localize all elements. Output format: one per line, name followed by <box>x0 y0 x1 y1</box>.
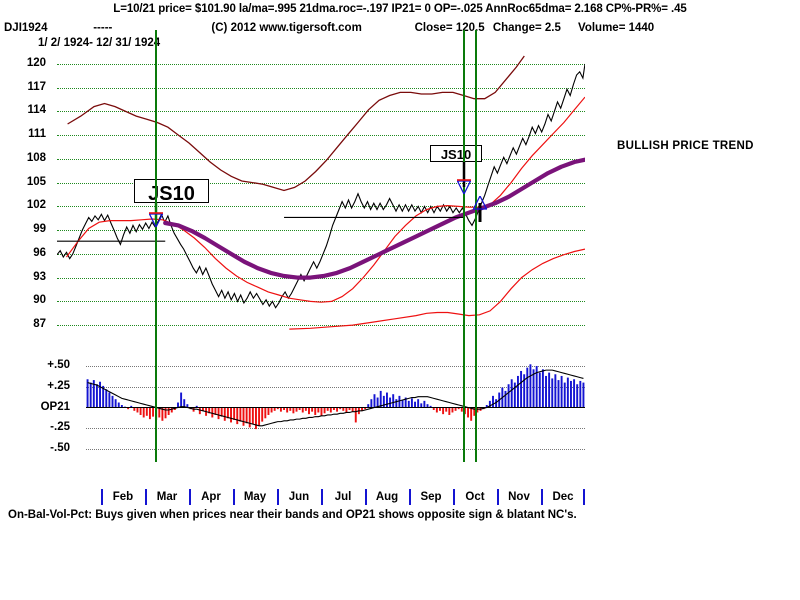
price-gridline <box>57 325 585 327</box>
price-y-tick-87: 87 <box>33 318 46 331</box>
month-label-nov: Nov <box>508 491 530 503</box>
price-gridline <box>57 230 585 232</box>
op21-gridline <box>86 365 585 367</box>
series-price <box>57 63 585 309</box>
chart-meta-line: DJI1924 ----- (C) 2012 www.tigersoft.com… <box>4 22 654 34</box>
price-gridline <box>57 206 585 208</box>
month-label-jun: Jun <box>288 491 310 503</box>
indicator-readout-line: L=10/21 price= $101.90 la/ma=.995 21dma.… <box>113 3 687 15</box>
price-y-tick-90: 90 <box>33 294 46 307</box>
op21-gridline <box>86 428 585 430</box>
price-gridline <box>57 87 585 89</box>
price-gridline <box>57 182 585 184</box>
price-y-tick-117: 117 <box>27 80 46 93</box>
op21-gridline <box>86 449 585 451</box>
symbol-label: DJI1924 <box>4 22 48 34</box>
op21-y-tick-3: -.25 <box>50 421 70 434</box>
signal-vertical-line-3 <box>474 30 477 462</box>
price-chart-panel <box>57 52 585 337</box>
series-moving_average_21 <box>163 157 585 280</box>
month-tick <box>233 489 235 505</box>
op21-plot <box>86 364 585 430</box>
buy-arrow-up-icon <box>472 196 487 222</box>
sell-arrow-down-icon <box>456 162 471 194</box>
price-gridline <box>57 158 585 160</box>
price-gridline <box>57 135 585 137</box>
op21-y-tick-0: +.50 <box>47 358 70 371</box>
date-range-label: 1/ 2/ 1924- 12/ 31/ 1924 <box>38 37 161 49</box>
change-value: Change= 2.5 <box>492 22 561 34</box>
price-y-tick-102: 102 <box>26 199 46 212</box>
signal-vertical-line-2 <box>462 30 465 462</box>
bullish-price-trend-label: BULLISH PRICE TREND <box>617 140 754 152</box>
month-label-aug: Aug <box>375 491 399 503</box>
js10-signal-box-1[interactable]: JS10 <box>134 179 209 204</box>
price-y-tick-105: 105 <box>26 175 46 188</box>
price-y-tick-96: 96 <box>33 246 46 259</box>
month-label-jul: Jul <box>334 491 352 503</box>
sell-arrow-down-icon <box>149 203 164 227</box>
price-y-tick-114: 114 <box>27 104 46 117</box>
month-label-apr: Apr <box>201 491 221 503</box>
op21-y-tick-4: -.50 <box>50 442 70 455</box>
month-tick <box>583 489 585 505</box>
month-tick <box>189 489 191 505</box>
dashes-separator: ----- <box>93 22 113 34</box>
price-plot <box>57 55 585 330</box>
month-label-oct: Oct <box>465 491 485 503</box>
month-tick <box>145 489 147 505</box>
price-gridline <box>57 63 585 65</box>
series-lower_band <box>66 96 585 303</box>
month-label-dec: Dec <box>552 491 574 503</box>
op21-y-tick-1: +.25 <box>47 379 70 392</box>
price-y-tick-99: 99 <box>33 223 46 236</box>
month-tick <box>277 489 279 505</box>
month-tick <box>409 489 411 505</box>
op21-gridline <box>86 386 585 388</box>
month-tick <box>365 489 367 505</box>
chart-caption: On-Bal-Vol-Pct: Buys given when prices n… <box>8 509 577 521</box>
close-value: Close= 120.5 <box>414 22 485 34</box>
month-tick <box>541 489 543 505</box>
series-support_band <box>289 248 585 330</box>
price-y-tick-120: 120 <box>26 56 46 69</box>
month-label-sep: Sep <box>420 491 442 503</box>
price-y-tick-111: 111 <box>28 128 46 141</box>
op21-signal-line <box>87 369 584 427</box>
month-label-mar: Mar <box>156 491 178 503</box>
month-axis: Feb Mar Apr May Jun Jul Aug Sep Oct Nov Dec <box>57 489 585 507</box>
op21-y-tick-2: OP21 <box>40 400 70 413</box>
series-upper_indicator <box>67 55 525 192</box>
price-gridline <box>57 111 585 113</box>
month-label-feb: Feb <box>112 491 134 503</box>
price-y-tick-93: 93 <box>33 270 46 283</box>
copyright-label: (C) 2012 www.tigersoft.com <box>211 22 362 34</box>
price-gridline <box>57 253 585 255</box>
price-y-tick-108: 108 <box>26 151 46 164</box>
month-tick <box>101 489 103 505</box>
signal-vertical-line-1 <box>155 30 158 462</box>
volume-value: Volume= 1440 <box>578 22 655 34</box>
month-tick <box>453 489 455 505</box>
month-tick <box>321 489 323 505</box>
op21-indicator-panel <box>86 356 585 459</box>
month-tick <box>497 489 499 505</box>
month-label-may: May <box>243 491 267 503</box>
